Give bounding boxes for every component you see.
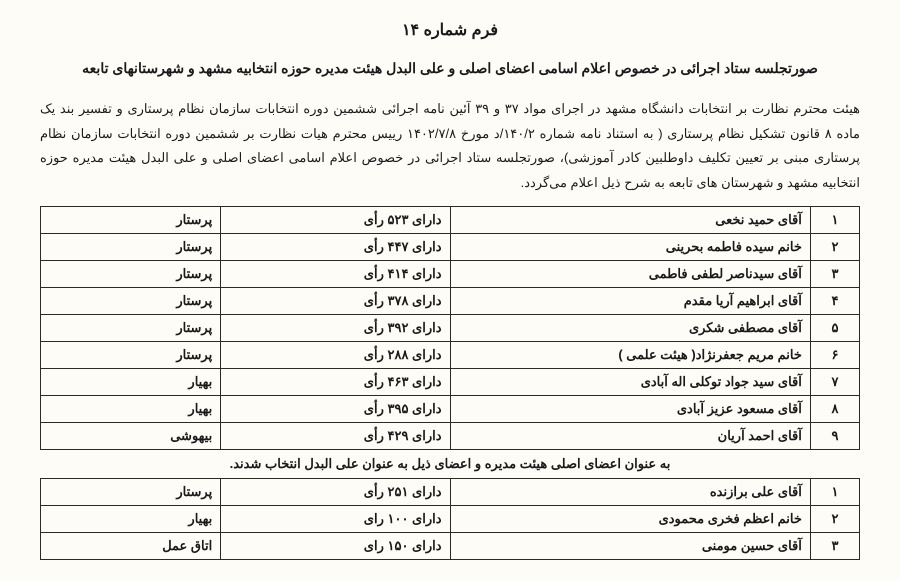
member-name: آقای مصطفی شکری bbox=[450, 314, 810, 341]
member-name: آقای علی برازنده bbox=[450, 478, 810, 505]
table-row: ۳آقای سیدناصر لطفی فاطمیدارای ۴۱۴ رأیپرس… bbox=[41, 260, 860, 287]
table-row: ۱آقای حمید نخعیدارای ۵۲۳ رأیپرستار bbox=[41, 206, 860, 233]
member-name: خانم سیده فاطمه بحرینی bbox=[450, 233, 810, 260]
member-name: آقای حمید نخعی bbox=[450, 206, 810, 233]
row-number: ۲ bbox=[810, 233, 859, 260]
main-members-table: ۱آقای حمید نخعیدارای ۵۲۳ رأیپرستار۲خانم … bbox=[40, 206, 860, 450]
row-number: ۱ bbox=[810, 478, 859, 505]
member-role: بهیار bbox=[41, 395, 221, 422]
vote-count: دارای ۴۱۴ رأی bbox=[221, 260, 450, 287]
row-number: ۲ bbox=[810, 505, 859, 532]
member-name: آقای ابراهیم آریا مقدم bbox=[450, 287, 810, 314]
row-number: ۵ bbox=[810, 314, 859, 341]
vote-count: دارای ۴۲۹ رأی bbox=[221, 422, 450, 449]
member-role: پرستار bbox=[41, 260, 221, 287]
vote-count: دارای ۵۲۳ رأی bbox=[221, 206, 450, 233]
form-title: فرم شماره ۱۴ bbox=[40, 20, 860, 40]
table-row: ۱آقای علی برازندهدارای ۲۵۱ رأیپرستار bbox=[41, 478, 860, 505]
row-number: ۹ bbox=[810, 422, 859, 449]
member-name: آقای مسعود عزیز آبادی bbox=[450, 395, 810, 422]
table-row: ۲خانم اعظم فخری محمودیدارای ۱۰۰ رایبهیار bbox=[41, 505, 860, 532]
member-name: آقای سیدناصر لطفی فاطمی bbox=[450, 260, 810, 287]
member-role: پرستار bbox=[41, 233, 221, 260]
member-role: بیهوشی bbox=[41, 422, 221, 449]
intro-paragraph: هیئت محترم نظارت بر انتخابات دانشگاه مشه… bbox=[40, 97, 860, 196]
table-row: ۶خانم مریم جعفرنژاد( هیئت علمی )دارای ۲۸… bbox=[41, 341, 860, 368]
vote-count: دارای ۳۹۵ رأی bbox=[221, 395, 450, 422]
vote-count: دارای ۲۵۱ رأی bbox=[221, 478, 450, 505]
table-row: ۳آقای حسین مومنیدارای ۱۵۰ رایاتاق عمل bbox=[41, 532, 860, 559]
member-role: پرستار bbox=[41, 314, 221, 341]
vote-count: دارای ۳۷۸ رأی bbox=[221, 287, 450, 314]
alternate-members-table: ۱آقای علی برازندهدارای ۲۵۱ رأیپرستار۲خان… bbox=[40, 478, 860, 560]
table-row: ۹آقای احمد آریاندارای ۴۲۹ رأیبیهوشی bbox=[41, 422, 860, 449]
member-name: آقای سید جواد توکلی اله آبادی bbox=[450, 368, 810, 395]
member-role: بهیار bbox=[41, 505, 221, 532]
row-number: ۶ bbox=[810, 341, 859, 368]
vote-count: دارای ۳۹۲ رأی bbox=[221, 314, 450, 341]
vote-count: دارای ۱۰۰ رای bbox=[221, 505, 450, 532]
member-role: بهیار bbox=[41, 368, 221, 395]
member-name: خانم اعظم فخری محمودی bbox=[450, 505, 810, 532]
row-number: ۳ bbox=[810, 532, 859, 559]
member-name: آقای احمد آریان bbox=[450, 422, 810, 449]
table-row: ۸آقای مسعود عزیز آبادیدارای ۳۹۵ رأیبهیار bbox=[41, 395, 860, 422]
member-name: آقای حسین مومنی bbox=[450, 532, 810, 559]
vote-count: دارای ۲۸۸ رأی bbox=[221, 341, 450, 368]
member-role: اتاق عمل bbox=[41, 532, 221, 559]
form-subtitle: صورتجلسه ستاد اجرائی در خصوص اعلام اسامی… bbox=[40, 58, 860, 79]
row-number: ۷ bbox=[810, 368, 859, 395]
row-number: ۸ bbox=[810, 395, 859, 422]
member-name: خانم مریم جعفرنژاد( هیئت علمی ) bbox=[450, 341, 810, 368]
between-statement: به عنوان اعضای اصلی هیئت مدیره و اعضای ذ… bbox=[40, 456, 860, 472]
row-number: ۴ bbox=[810, 287, 859, 314]
member-role: پرستار bbox=[41, 341, 221, 368]
vote-count: دارای ۱۵۰ رای bbox=[221, 532, 450, 559]
vote-count: دارای ۴۶۳ رأی bbox=[221, 368, 450, 395]
row-number: ۱ bbox=[810, 206, 859, 233]
row-number: ۳ bbox=[810, 260, 859, 287]
vote-count: دارای ۴۴۷ رأی bbox=[221, 233, 450, 260]
table-row: ۲خانم سیده فاطمه بحرینیدارای ۴۴۷ رأیپرست… bbox=[41, 233, 860, 260]
table-row: ۵آقای مصطفی شکریدارای ۳۹۲ رأیپرستار bbox=[41, 314, 860, 341]
member-role: پرستار bbox=[41, 478, 221, 505]
table-row: ۷آقای سید جواد توکلی اله آبادیدارای ۴۶۳ … bbox=[41, 368, 860, 395]
table-row: ۴آقای ابراهیم آریا مقدمدارای ۳۷۸ رأیپرست… bbox=[41, 287, 860, 314]
member-role: پرستار bbox=[41, 206, 221, 233]
member-role: پرستار bbox=[41, 287, 221, 314]
